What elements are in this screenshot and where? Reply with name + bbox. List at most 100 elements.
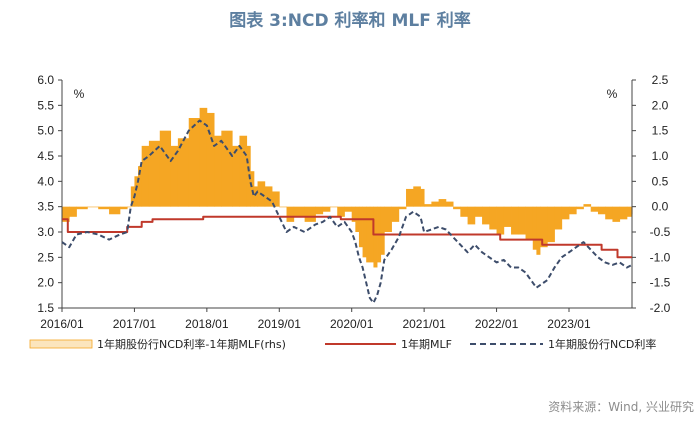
spread-bar: [536, 206, 541, 255]
spread-bar: [406, 188, 414, 207]
left-tick-label: 5.5: [37, 98, 54, 112]
spread-bar: [540, 206, 548, 248]
left-tick-label: 1.5: [37, 301, 54, 315]
right-tick-label: 0.5: [652, 174, 669, 188]
spread-bar: [445, 201, 454, 207]
spread-bar: [293, 206, 306, 217]
spread-bar: [199, 107, 208, 207]
spread-bar: [119, 206, 128, 210]
source-note: 资料来源：Wind, 兴业研究: [548, 400, 694, 414]
spread-bar: [272, 191, 280, 207]
legend-swatch-spread: [29, 339, 93, 349]
spread-bar: [568, 206, 577, 215]
spread-bar: [366, 206, 371, 263]
x-tick-label: 2018/01: [185, 317, 229, 331]
legend: 1年期股份行NCD利率-1年期MLF(rhs) 1年期MLF 1年期股份行NCD…: [29, 337, 656, 351]
x-tick-label: 2020/01: [330, 317, 374, 331]
spread-bar: [351, 206, 356, 222]
spread-bar: [98, 206, 110, 210]
spread-bar: [413, 186, 421, 207]
left-tick-label: 2.5: [37, 250, 54, 264]
spread-bar: [438, 199, 447, 207]
right-tick-label: 2.0: [652, 98, 669, 112]
left-tick-label: 2.0: [37, 276, 54, 290]
spread-bar: [170, 145, 179, 207]
spread-bar: [626, 206, 633, 217]
spread-bar: [453, 206, 461, 210]
spread-bar: [62, 206, 70, 222]
spread-bar: [148, 140, 161, 207]
spread-bar: [605, 206, 613, 220]
spread-bar: [250, 171, 255, 207]
right-tick-label: 0.0: [652, 200, 669, 214]
spread-bar: [489, 206, 497, 230]
ncd-series: [61, 119, 633, 304]
spread-bar: [398, 206, 407, 210]
spread-bar: [69, 206, 77, 217]
x-tick-label: 2022/01: [475, 317, 519, 331]
left-unit-label: %: [74, 87, 85, 101]
spread-bar: [467, 206, 476, 225]
right-tick-label: -1.0: [650, 250, 671, 264]
spread-bar: [460, 206, 468, 217]
spread-bar: [612, 206, 621, 222]
left-tick-label: 4.5: [37, 149, 54, 163]
ncd-line: [61, 119, 633, 304]
spread-bar: [221, 130, 233, 207]
spread-bar: [138, 166, 143, 207]
spread-bar: [188, 118, 201, 207]
x-tick-label: 2021/01: [402, 317, 446, 331]
spread-bar: [344, 206, 353, 212]
spread-bar: [380, 206, 385, 255]
left-tick-label: 6.0: [37, 73, 54, 87]
spread-bar: [315, 206, 324, 215]
right-unit-label: %: [607, 87, 618, 101]
spread-bar: [159, 130, 172, 207]
x-tick-label: 2016/01: [40, 317, 84, 331]
legend-label-spread: 1年期股份行NCD利率-1年期MLF(rhs): [97, 337, 286, 351]
right-tick-label: 2.5: [652, 73, 669, 87]
spread-bar: [134, 176, 139, 207]
left-tick-label: 3.5: [37, 200, 54, 214]
spread-bar: [518, 206, 526, 235]
right-tick-label: -1.5: [650, 276, 671, 290]
spread-bar: [214, 135, 222, 207]
left-tick-label: 5.0: [37, 124, 54, 138]
spread-bar: [141, 145, 150, 207]
legend-label-ncd: 1年期股份行NCD利率: [548, 337, 656, 351]
spread-bar: [358, 206, 363, 248]
x-tick-label: 2017/01: [113, 317, 157, 331]
spread-bar: [474, 206, 483, 217]
spread-bar: [304, 206, 316, 222]
spread-bar: [373, 206, 378, 268]
spread-bar: [279, 206, 287, 208]
right-tick-label: -2.0: [650, 301, 671, 315]
right-tick-label: 1.0: [652, 149, 669, 163]
spread-bar: [590, 206, 599, 212]
spread-bar: [597, 206, 606, 215]
spread-bar: [420, 188, 425, 207]
spread-bar: [87, 206, 99, 208]
x-tick-label: 2023/01: [547, 317, 591, 331]
spread-bar: [496, 206, 505, 235]
spread-bar: [76, 206, 88, 210]
spread-bar: [583, 204, 592, 207]
spread-bar: [232, 145, 240, 207]
spread-bar: [369, 206, 374, 263]
left-tick-label: 3.0: [37, 225, 54, 239]
spread-bar: [511, 206, 519, 235]
axes: 6.0 5.5 5.0 4.5 4.0 3.5 3.0 2.5 2.0 1.5 2.5 2.0 1.5 1…: [37, 73, 670, 331]
spread-bar: [286, 206, 295, 222]
spread-bar: [391, 206, 400, 222]
spread-bar: [206, 112, 215, 207]
x-tick-label: 2019/01: [258, 317, 302, 331]
spread-bar: [362, 206, 367, 258]
legend-label-mlf: 1年期MLF: [401, 337, 452, 351]
spread-bar: [329, 206, 338, 208]
right-tick-label: -0.5: [650, 225, 671, 239]
spread-bar: [384, 206, 392, 232]
spread-bar: [177, 138, 190, 207]
spread-bar: [239, 135, 248, 207]
spread-bar: [322, 206, 331, 212]
